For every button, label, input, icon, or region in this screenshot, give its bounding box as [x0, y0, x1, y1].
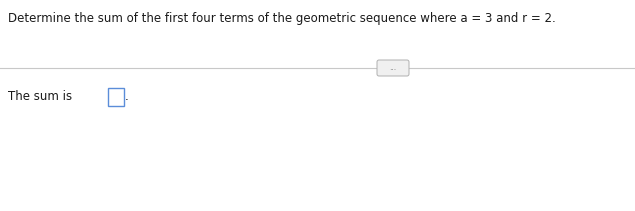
FancyBboxPatch shape: [377, 60, 409, 76]
FancyBboxPatch shape: [108, 88, 124, 106]
Text: .: .: [125, 91, 129, 104]
Text: The sum is: The sum is: [8, 90, 72, 103]
Text: ...: ...: [389, 64, 397, 73]
Text: Determine the sum of the first four terms of the geometric sequence where a = 3 : Determine the sum of the first four term…: [8, 12, 556, 25]
